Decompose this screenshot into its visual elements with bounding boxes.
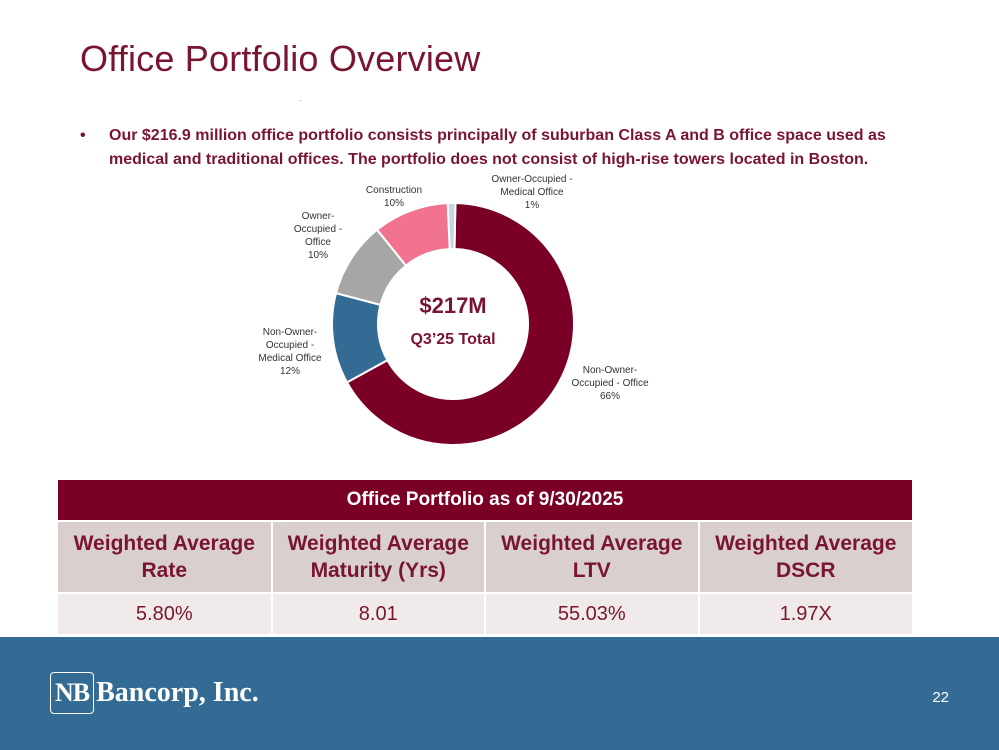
slice-label-line: 1% <box>525 200 540 211</box>
header-line: Weighted Average <box>501 532 683 555</box>
donut-slice <box>446 202 457 251</box>
slice-label-line: Non-Owner- <box>583 365 637 376</box>
slice-label-line: Office <box>305 237 331 248</box>
header-line: Maturity (Yrs) <box>310 559 446 582</box>
company-logo: NB Bancorp, Inc. <box>50 669 259 717</box>
stray-dot <box>300 100 301 101</box>
slice-labels: Non-Owner-Occupied - Office 66%Non-Owner-… <box>258 174 649 402</box>
value-maturity: 8.01 <box>270 592 485 634</box>
slice-label: Non-Owner- Occupied - Office 66% <box>571 365 649 402</box>
slice-label: Non-Owner- Occupied - Medical Office 12% <box>258 327 322 377</box>
slice-label-line: Medical Office <box>258 353 322 364</box>
logo-text: Bancorp, Inc. <box>96 677 259 708</box>
slice-label-line: Occupied - Office <box>571 378 649 389</box>
slice-label: Owner- Occupied - Office 10% <box>294 211 342 261</box>
bullet-text: Our $216.9 million office portfolio cons… <box>109 127 886 168</box>
slice-label-line: Owner- <box>302 211 335 222</box>
value-rate: 5.80% <box>58 592 272 634</box>
header-dscr: Weighted Average DSCR <box>697 520 912 593</box>
slice-label: Owner-Occupied - Medical Office 1% <box>491 174 572 211</box>
header-maturity: Weighted Average Maturity (Yrs) <box>270 520 485 593</box>
slice-label-line: Occupied - <box>266 340 314 351</box>
footer-bar: NB Bancorp, Inc. 22 <box>0 637 999 750</box>
header-ltv: Weighted Average LTV <box>484 520 699 593</box>
slice-label-line: 10% <box>384 198 404 209</box>
slice-label-line: 12% <box>280 366 300 377</box>
slice-label-line: 66% <box>600 391 620 402</box>
slice-label-line: Occupied - <box>294 224 342 235</box>
table-title: Office Portfolio as of 9/30/2025 <box>58 480 912 521</box>
bullet-marker: • <box>80 127 86 144</box>
donut-slices <box>331 202 575 446</box>
bullet-point: • Our $216.9 million office portfolio co… <box>80 124 940 172</box>
header-line: Weighted Average <box>73 532 255 555</box>
slice-label-line: Construction <box>366 185 422 196</box>
office-portfolio-table: Office Portfolio as of 9/30/2025 Weighte… <box>58 480 912 634</box>
donut-chart: Non-Owner-Occupied - Office 66%Non-Owner-… <box>258 174 649 446</box>
header-line: Weighted Average <box>287 532 469 555</box>
page-title: Office Portfolio Overview <box>80 38 481 79</box>
logo-mark: NB <box>50 672 95 714</box>
slice-label-line: 10% <box>308 250 328 261</box>
donut-slice <box>345 202 575 446</box>
slice-label: Construction 10% <box>366 185 422 209</box>
header-line: DSCR <box>775 559 836 582</box>
header-line: Rate <box>141 559 188 582</box>
donut-center-sublabel: Q3’25 Total <box>410 331 495 348</box>
value-ltv: 55.03% <box>484 592 699 634</box>
slice-label-line: Non-Owner- <box>263 327 317 338</box>
header-line: Weighted Average <box>715 532 897 555</box>
header-rate: Weighted Average Rate <box>58 520 272 593</box>
page-number: 22 <box>932 689 949 706</box>
value-dscr: 1.97X <box>697 592 912 634</box>
slice-label-line: Owner-Occupied - <box>491 174 572 185</box>
slice-label-line: Medical Office <box>500 187 564 198</box>
donut-center-amount: $217M <box>419 293 486 318</box>
header-line: LTV <box>572 559 611 582</box>
